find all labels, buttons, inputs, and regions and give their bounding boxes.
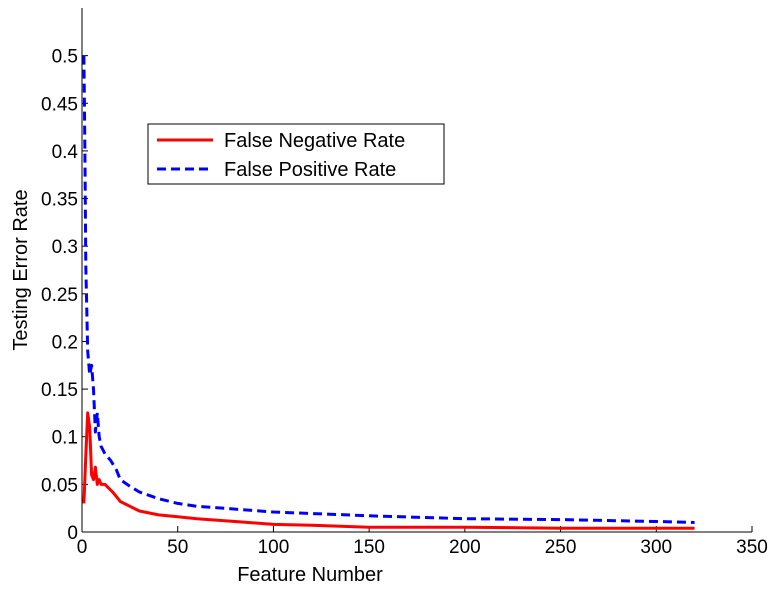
y-tick-label: 0.15 bbox=[41, 380, 78, 401]
x-axis-label: Feature Number bbox=[237, 564, 383, 586]
axes bbox=[81, 8, 752, 533]
x-tick-label: 200 bbox=[449, 537, 481, 558]
x-tick-label: 300 bbox=[640, 537, 672, 558]
y-tick-label: 0 bbox=[67, 523, 78, 544]
series-line-false-negative-rate bbox=[82, 411, 695, 530]
y-tick-label: 0.05 bbox=[41, 475, 78, 496]
y-axis-label: Testing Error Rate bbox=[10, 189, 32, 350]
y-ticks: 0 0.05 0.1 0.15 0.2 0.25 0.3 0.35 0.4 0.45 0.5 bbox=[41, 47, 88, 544]
series-line-false-positive-rate bbox=[82, 55, 695, 524]
x-ticks: 0 50 100 150 200 250 300 350 bbox=[77, 526, 768, 558]
series-layer bbox=[82, 55, 695, 530]
x-tick-label: 150 bbox=[353, 537, 385, 558]
x-tick-label: 100 bbox=[258, 537, 290, 558]
y-tick-label: 0.45 bbox=[41, 94, 78, 115]
legend-label-false-positive: False Positive Rate bbox=[224, 159, 396, 181]
legend-label-false-negative: False Negative Rate bbox=[224, 130, 405, 152]
legend-box bbox=[147, 123, 445, 185]
y-tick-label: 0.35 bbox=[41, 190, 78, 211]
y-tick-label: 0.5 bbox=[52, 47, 78, 68]
x-tick-label: 50 bbox=[167, 537, 188, 558]
y-tick-label: 0.4 bbox=[52, 142, 79, 163]
y-tick-label: 0.3 bbox=[52, 237, 78, 258]
y-tick-label: 0.25 bbox=[41, 285, 78, 306]
x-tick-label: 250 bbox=[545, 537, 577, 558]
legend: False Negative Rate False Positive Rate bbox=[147, 123, 445, 185]
x-tick-label: 350 bbox=[736, 537, 768, 558]
y-tick-label: 0.2 bbox=[52, 332, 78, 353]
x-tick-label: 0 bbox=[77, 537, 88, 558]
y-tick-label: 0.1 bbox=[52, 428, 78, 449]
